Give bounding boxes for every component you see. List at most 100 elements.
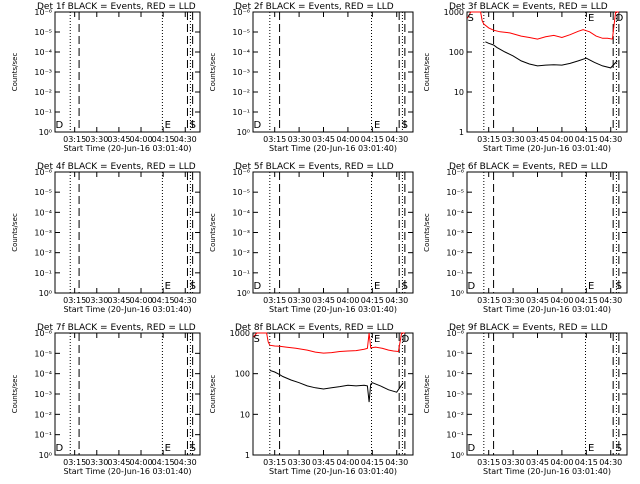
y-tick-label: 10⁰ xyxy=(39,451,52,460)
y-tick-label: 10⁻² xyxy=(232,88,250,97)
event-marker-label: D xyxy=(254,120,262,131)
y-tick-label: 10⁻³ xyxy=(34,68,52,77)
event-marker-label: S xyxy=(402,281,408,292)
y-tick-label: 10⁻⁴ xyxy=(34,370,52,379)
y-tick-label: 10⁻³ xyxy=(232,229,250,238)
event-marker-label: S xyxy=(468,13,474,24)
x-tick-label: 03:45 xyxy=(312,458,335,467)
panel-8: Det 8f BLACK = Events, RED = LLD 1 10 100 10… xyxy=(209,323,414,476)
x-tick-label: 04:15 xyxy=(575,296,598,305)
event-marker-label: S xyxy=(616,281,622,292)
y-tick-label: 100 xyxy=(235,370,250,379)
x-tick-label: 03:30 xyxy=(502,135,525,144)
event-marker-label: E xyxy=(588,443,594,454)
x-tick-label: 04:30 xyxy=(385,135,408,144)
panel-7: Det 7f BLACK = Events, RED = LLD 10⁰ 10⁻¹ 1… xyxy=(11,323,201,476)
y-axis-label: Counts/sec xyxy=(423,375,431,414)
y-tick-label: 10⁻⁶ xyxy=(232,168,250,177)
panel-title: Det 1f BLACK = Events, RED = LLD xyxy=(37,2,196,12)
x-tick-label: 03:15 xyxy=(477,296,500,305)
y-tick-label: 10⁻² xyxy=(446,249,464,258)
y-tick-label: 10⁻¹ xyxy=(446,431,464,440)
y-tick-label: 10⁻⁶ xyxy=(446,168,464,177)
event-marker-label: E xyxy=(374,281,380,292)
y-tick-label: 10⁻² xyxy=(34,249,52,258)
x-tick-label: 03:15 xyxy=(477,458,500,467)
event-marker-label: E xyxy=(588,281,594,292)
plot-frame xyxy=(466,11,628,133)
y-tick-label: 10⁻⁴ xyxy=(232,48,250,57)
plot-frame xyxy=(54,332,201,456)
y-tick-label: 1000 xyxy=(444,8,464,17)
x-tick-label: 04:00 xyxy=(336,296,359,305)
x-tick-label: 03:15 xyxy=(263,458,286,467)
x-tick-label: 04:15 xyxy=(361,135,384,144)
x-tick-label: 03:45 xyxy=(312,296,335,305)
x-tick-label: 03:30 xyxy=(288,135,311,144)
y-axis-label: Counts/sec xyxy=(11,375,19,414)
x-tick-label: 04:15 xyxy=(152,135,175,144)
y-tick-label: 10⁻¹ xyxy=(34,431,52,440)
y-tick-label: 10⁻⁶ xyxy=(446,329,464,338)
panel-1: Det 1f BLACK = Events, RED = LLD 10⁰ 10⁻¹ 1… xyxy=(11,2,201,153)
x-tick-label: 04:15 xyxy=(361,296,384,305)
x-tick-label: 03:15 xyxy=(263,296,286,305)
x-axis-label: Start Time (20-Jun-16 03:01:40) xyxy=(269,467,397,476)
plot-frame xyxy=(466,171,628,294)
x-tick-label: 03:45 xyxy=(312,135,335,144)
y-tick-label: 1000 xyxy=(230,329,250,338)
event-marker-label: D xyxy=(616,13,624,24)
y-tick-label: 10⁻² xyxy=(34,410,52,419)
y-tick-label: 10⁻⁶ xyxy=(34,8,52,17)
x-tick-label: 03:30 xyxy=(85,296,108,305)
series-line-2 xyxy=(485,41,618,69)
panel-4: Det 4f BLACK = Events, RED = LLD 10⁰ 10⁻¹ 1… xyxy=(11,162,201,314)
x-tick-label: 04:00 xyxy=(129,296,152,305)
y-tick-label: 1 xyxy=(245,451,250,460)
x-tick-label: 03:30 xyxy=(85,458,108,467)
panel-3: Det 3f BLACK = Events, RED = LLD 1 10 100 10… xyxy=(423,2,628,153)
y-tick-label: 10⁻³ xyxy=(34,229,52,238)
x-tick-label: 04:30 xyxy=(599,296,622,305)
panel-title: Det 5f BLACK = Events, RED = LLD xyxy=(235,162,394,172)
x-tick-label: 04:15 xyxy=(575,135,598,144)
y-tick-label: 10⁻¹ xyxy=(232,108,250,117)
series-line-1 xyxy=(253,332,405,354)
y-tick-label: 10⁻⁵ xyxy=(232,188,250,197)
x-tick-label: 03:30 xyxy=(502,458,525,467)
y-tick-label: 100 xyxy=(449,48,464,57)
x-axis-label: Start Time (20-Jun-16 03:01:40) xyxy=(64,467,192,476)
x-tick-label: 03:45 xyxy=(526,135,549,144)
x-tick-label: 03:45 xyxy=(107,296,130,305)
y-tick-label: 10⁻⁴ xyxy=(446,208,464,217)
y-tick-label: 10⁻² xyxy=(446,410,464,419)
x-tick-label: 03:15 xyxy=(263,135,286,144)
x-axis-label: Start Time (20-Jun-16 03:01:40) xyxy=(483,305,611,314)
plot-frame xyxy=(252,332,414,456)
panel-title: Det 7f BLACK = Events, RED = LLD xyxy=(37,323,196,333)
x-tick-label: 03:15 xyxy=(63,135,86,144)
panel-title: Det 9f BLACK = Events, RED = LLD xyxy=(449,323,608,333)
y-tick-label: 10⁻⁶ xyxy=(232,8,250,17)
x-tick-label: 04:15 xyxy=(152,458,175,467)
x-tick-label: 04:30 xyxy=(174,296,197,305)
plot-frame xyxy=(252,11,414,133)
x-tick-label: 03:45 xyxy=(526,458,549,467)
x-tick-label: 04:00 xyxy=(550,458,573,467)
event-marker-label: S xyxy=(190,443,196,454)
y-tick-label: 10⁰ xyxy=(451,289,464,298)
event-marker-label: E xyxy=(374,334,380,345)
x-tick-label: 04:30 xyxy=(385,458,408,467)
x-tick-label: 03:45 xyxy=(107,135,130,144)
panel-title: Det 4f BLACK = Events, RED = LLD xyxy=(37,162,196,172)
y-tick-label: 10⁻⁵ xyxy=(446,188,464,197)
y-tick-label: 10⁻¹ xyxy=(232,269,250,278)
y-tick-label: 10⁻⁶ xyxy=(34,168,52,177)
y-tick-label: 10⁻³ xyxy=(446,229,464,238)
event-marker-label: S xyxy=(616,443,622,454)
panel-6: Det 6f BLACK = Events, RED = LLD 10⁰ 10⁻¹ 1… xyxy=(423,162,628,314)
y-tick-label: 1 xyxy=(459,128,464,137)
panel-5: Det 5f BLACK = Events, RED = LLD 10⁰ 10⁻¹ 1… xyxy=(209,162,414,314)
x-axis-label: Start Time (20-Jun-16 03:01:40) xyxy=(483,144,611,153)
